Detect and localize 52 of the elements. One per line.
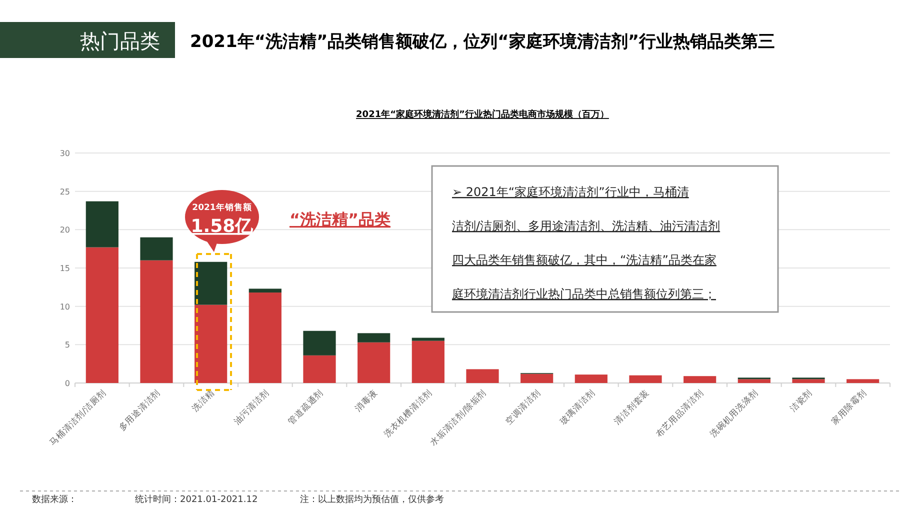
y-tick-label: 30	[60, 149, 70, 158]
bar	[140, 260, 173, 383]
bar	[86, 201, 118, 248]
text: ➢ 2021年“家庭环境清洁剂”行业中，马桶清洁剂/洁厕剂、多用途清洁剂、洗洁精、油污清洁剂四大品类年销售额破亿，其中，“洗洁精”品类在家庭环境清洁剂行业热门品类中总销售额位列第三；	[452, 185, 720, 301]
y-tick-label: 10	[60, 302, 70, 312]
bar	[86, 247, 118, 383]
bar	[629, 375, 662, 383]
annotation: 2021年销售额	[192, 202, 253, 213]
chart-subtitle: 2021年“家庭环境清洁剂”行业热门品类电商市场规模（百万）	[356, 109, 609, 120]
x-tick-label: 多用途清洁剂	[116, 387, 163, 434]
bar	[412, 340, 444, 383]
x-tick-label: 管道疏通剂	[286, 387, 326, 427]
bar	[466, 369, 499, 383]
y-tick-label: 0	[64, 379, 70, 388]
bar	[792, 379, 825, 383]
x-tick-label: 洁瓷剂	[788, 387, 815, 414]
x-tick-label: 玻璃清洁剂	[558, 387, 598, 427]
x-tick-label: 马桶清洁剂/洁厕剂	[48, 387, 108, 448]
x-tick-label: 洗碗机用洗涤剂	[708, 387, 760, 440]
bar	[846, 379, 880, 383]
x-tick-label: 洗衣机槽清洁剂	[382, 387, 434, 440]
x-tick-label: 家用除霉剂	[829, 387, 869, 427]
y-tick-label: 20	[60, 226, 70, 235]
bar	[194, 304, 228, 383]
y-tick-label: 15	[60, 264, 70, 273]
source-note: 数据来源：	[32, 494, 77, 505]
bar	[684, 376, 716, 383]
x-tick-label: 油污清洁剂	[232, 387, 272, 427]
bar	[574, 374, 608, 383]
text: 注：以上数据均为预估值，仅供参考	[300, 494, 444, 505]
annotation: “洗洁精”品类	[289, 210, 391, 229]
bar	[194, 262, 228, 305]
text: 热门品类	[80, 29, 160, 53]
text: 统计时间：2021.01-2021.12	[135, 494, 258, 505]
x-tick-label: 空调清洁剂	[503, 387, 543, 427]
bar	[738, 379, 770, 383]
chart-title: 2021年“洗洁精”品类销售额破亿，位列“家庭环境清洁剂”行业热销品类第三	[190, 32, 776, 52]
y-tick-label: 5	[64, 340, 70, 350]
bar	[358, 342, 390, 383]
x-tick-label: 布艺用品清洁剂	[654, 387, 706, 440]
bar	[140, 237, 173, 260]
bar	[248, 288, 282, 293]
x-tick-label: 消毒液	[353, 387, 380, 414]
annotation: 1.58亿	[190, 216, 254, 237]
bar	[248, 292, 282, 383]
x-tick-label: 清洁剂套装	[612, 387, 652, 427]
y-tick-label: 25	[60, 187, 70, 196]
bar	[520, 374, 554, 383]
bar	[358, 333, 390, 342]
bar	[412, 338, 444, 341]
bar	[303, 355, 336, 383]
bar	[303, 330, 336, 356]
